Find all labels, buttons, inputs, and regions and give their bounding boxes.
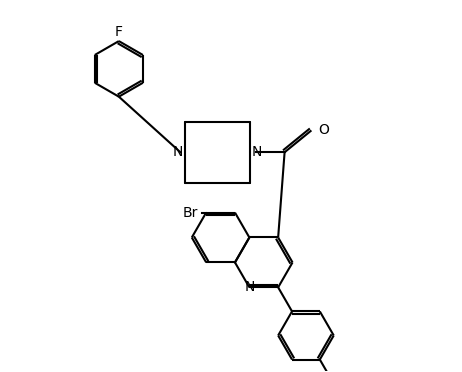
Text: Br: Br bbox=[183, 206, 198, 219]
Text: F: F bbox=[115, 25, 123, 39]
Text: N: N bbox=[173, 145, 183, 159]
Text: N: N bbox=[252, 145, 262, 159]
Text: O: O bbox=[318, 124, 329, 137]
Text: N: N bbox=[244, 280, 255, 294]
